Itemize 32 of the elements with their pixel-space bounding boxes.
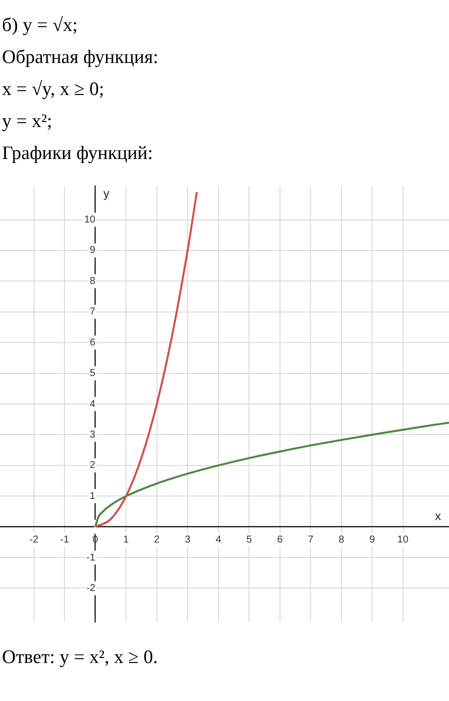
y-tick-label: 4: [90, 398, 96, 410]
x-tick-label: 5: [246, 534, 252, 546]
x-tick-label: -2: [29, 534, 39, 546]
x-tick-label: 10: [397, 534, 409, 546]
y-tick-label: 10: [84, 214, 96, 226]
y-tick-label: 6: [90, 337, 96, 348]
y-axis-title: y: [103, 186, 110, 200]
x-tick-label: 1: [123, 534, 130, 546]
y-tick-label: -2: [86, 582, 96, 594]
x-tick-label: 3: [184, 534, 191, 546]
x-tick-label: 9: [369, 534, 376, 546]
x-tick-label: 7: [308, 534, 314, 546]
x-tick-label: 2: [154, 534, 160, 546]
x-tick-label: -1: [60, 534, 70, 546]
x-tick-label: 4: [216, 534, 222, 546]
chart-title: б) y = √x;: [2, 14, 79, 38]
y-tick-label: 3: [90, 429, 96, 440]
y-tick-label: -1: [86, 552, 96, 564]
text: y = x²;: [2, 110, 54, 134]
text: Обратная функция:: [2, 46, 160, 70]
y-tick-label: 7: [90, 306, 96, 318]
y-tick-label: 1: [90, 490, 96, 502]
y-tick-label: 8: [90, 276, 96, 287]
text: Графики функций:: [2, 142, 154, 166]
text: Ответ: y = x², x ≥ 0.: [2, 646, 159, 670]
x-tick-label: 6: [277, 534, 284, 546]
y-tick-label: 5: [90, 368, 96, 380]
text: x = √y, x ≥ 0;: [2, 78, 106, 102]
y-tick-label: 9: [90, 245, 96, 256]
x-axis-title: x: [435, 509, 441, 524]
x-tick-label: 8: [338, 534, 345, 546]
y-tick-label: 2: [90, 460, 96, 472]
